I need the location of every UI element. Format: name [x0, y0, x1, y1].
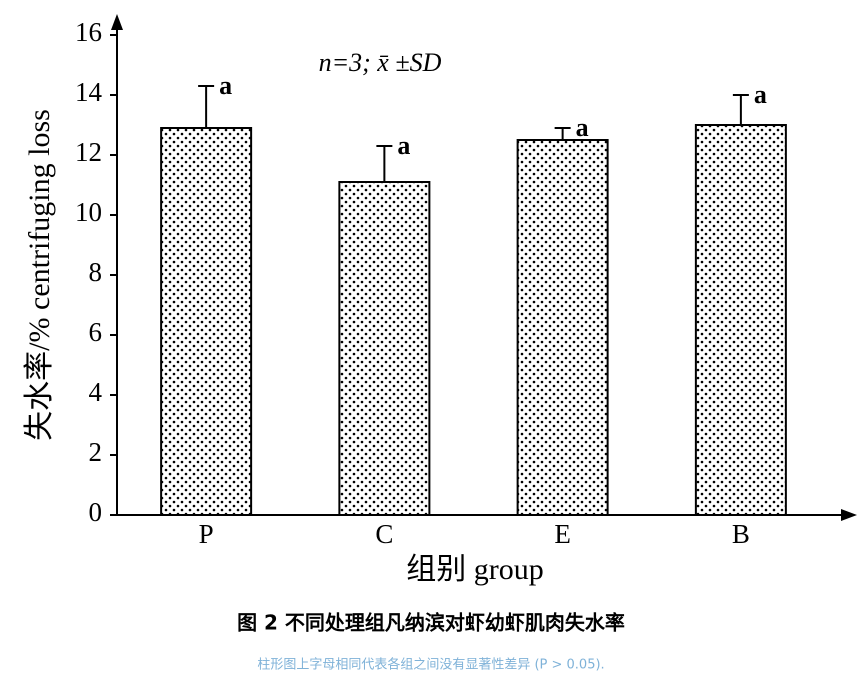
significance-label: a — [219, 71, 232, 100]
x-axis-label: 组别 group — [406, 553, 544, 586]
error-bar — [732, 94, 749, 125]
y-tick-label: 12 — [75, 137, 102, 167]
significance-label: a — [576, 113, 589, 142]
caption-note: 柱形图上字母相同代表各组之间没有显著性差异 (P > 0.05). — [257, 657, 604, 673]
x-tick-label: C — [375, 519, 393, 549]
bar — [516, 139, 609, 516]
bar — [160, 127, 253, 516]
x-axis-arrow — [841, 509, 857, 521]
x-tick-label: E — [554, 519, 571, 549]
x-tick-label: B — [732, 519, 750, 549]
error-bar — [554, 127, 571, 140]
y-tick-label: 10 — [75, 197, 102, 227]
y-tick-label: 8 — [89, 257, 103, 287]
significance-label: a — [754, 80, 767, 109]
y-tick-label: 4 — [89, 377, 103, 407]
y-tick-label: 16 — [75, 17, 102, 47]
y-tick-label: 0 — [89, 497, 103, 527]
y-axis-arrow — [111, 14, 123, 30]
error-bar — [198, 85, 215, 128]
x-tick-label: P — [199, 519, 214, 549]
error-bar — [376, 145, 393, 182]
caption-title: 图 2 不同处理组凡纳滨对虾幼虾肌肉失水率 — [237, 611, 625, 635]
bar — [338, 181, 431, 516]
y-tick-label: 6 — [89, 317, 103, 347]
y-tick-label: 14 — [75, 77, 103, 107]
bar — [694, 124, 787, 516]
y-tick-label: 2 — [89, 437, 103, 467]
y-axis-label: 失水率/% centrifuging loss — [23, 109, 56, 441]
significance-label: a — [397, 131, 410, 160]
annotation: n=3; x̄ ±SD — [319, 48, 442, 77]
